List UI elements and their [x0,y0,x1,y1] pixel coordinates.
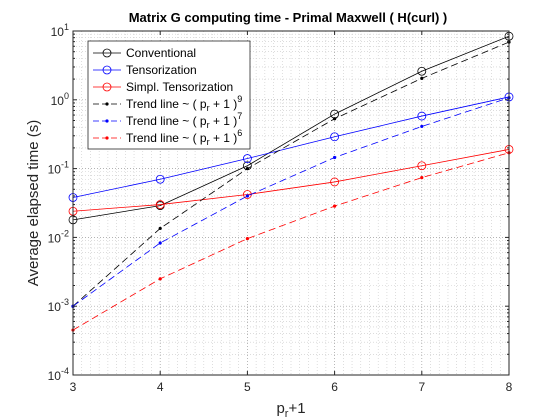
series-layer [68,31,514,332]
series-3-point [417,161,427,171]
legend-label-3: Simpl. Tensorization [126,80,233,94]
plot-frame [72,30,510,376]
legend-label-5: Trend line ~ ( pr + 1 )7 [126,111,242,130]
legend-marker-3 [102,82,112,92]
series-3-point [155,200,165,209]
legend-label-4: Trend line ~ ( pr + 1 )9 [126,94,242,113]
chart-title: Matrix G computing time - Primal Maxwell… [129,10,448,25]
x-tick-label: 7 [418,380,425,394]
series-2-point [417,111,427,121]
legend-label-2: Tensorization [126,63,197,77]
series-5-point [245,194,249,198]
series-5-point [420,124,424,129]
y-tick-label: 10-3 [48,297,69,314]
svg-text:pr+1: pr+1 [276,400,305,420]
axis-ticks: 3 4 5 6 7 8 10-4 10-3 10-2 10-1 100 101 [48,22,513,394]
legend-label-1: Conventional [126,46,196,60]
series-1-point [417,66,427,76]
series-4-point [245,167,249,171]
x-axis-label: pr+1 [276,400,305,420]
series-2-point [242,154,252,163]
series-4-point [333,117,337,121]
y-tick-label: 101 [51,22,69,39]
legend-marker-4 [105,102,109,106]
y-axis-label: Average elapsed time (s) [25,120,42,286]
x-tick-label: 3 [70,380,77,394]
series-line-6 [72,152,510,331]
legend-marker-1 [102,48,112,58]
series-6-point [333,204,337,208]
series-6-point [158,277,162,281]
legend-label-6: Trend line ~ ( pr + 1 )6 [126,128,242,147]
series-6-point [420,175,424,180]
series-4-point [158,226,162,231]
series-2-point [155,174,165,184]
legend-marker-5 [105,119,109,123]
legend-box [87,40,251,150]
y-tick-label: 10-4 [48,366,69,383]
series-2-point [330,132,340,142]
series-6-point [245,237,249,241]
series-5-point [158,241,162,245]
y-tick-label: 100 [51,91,69,108]
legend-marker-6 [105,136,109,140]
x-tick-label: 6 [331,380,338,394]
series-line-1 [72,35,510,221]
legend: Conventional Tensorization Simpl. Tensoriz… [87,40,251,150]
y-tick-label: 10-2 [48,228,69,245]
series-5-point [333,155,337,160]
series-3-point [330,177,340,187]
x-tick-label: 4 [157,380,164,394]
series-line-4 [72,41,510,307]
series-line-3 [72,149,510,212]
x-tick-label: 8 [506,380,513,394]
series-4-point [420,76,424,80]
legend-marker-2 [102,65,112,75]
series-line-2 [72,96,510,198]
y-tick-label: 10-1 [48,160,69,177]
series-line-5 [72,97,510,307]
x-tick-label: 5 [244,380,251,394]
